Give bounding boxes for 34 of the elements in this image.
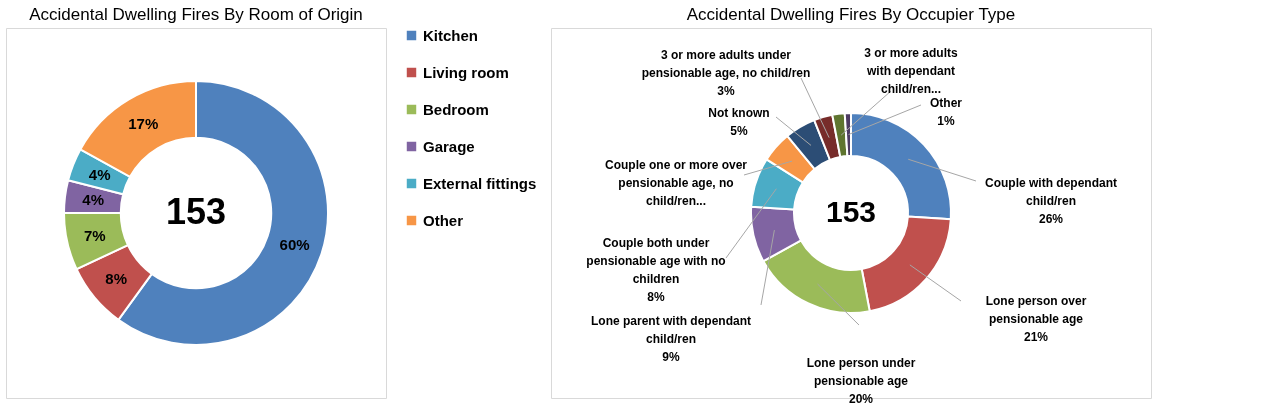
data-label: 20% xyxy=(848,392,874,406)
data-label: 5% xyxy=(730,124,748,138)
legend-label: Other xyxy=(423,211,464,229)
slice-label: Lone person over pensionable age xyxy=(985,294,1087,326)
text: 153 xyxy=(825,195,877,228)
slice-label: Not known xyxy=(708,106,770,120)
slice-label: Couple one or more over pensionable age, no child/ren... xyxy=(604,158,748,208)
data-label: 1% xyxy=(937,114,955,128)
chart-title: Accidental Dwelling Fires By Room of Origin xyxy=(29,5,363,24)
slice-label: Couple both under pensionable age with no children xyxy=(586,236,726,286)
data-label: 4% xyxy=(82,191,105,209)
slice-label: Lone parent with dependant child/ren xyxy=(590,314,752,346)
data-label: 3% xyxy=(717,84,735,98)
data-label: 9% xyxy=(662,350,680,364)
legend-label: Bedroom xyxy=(423,100,489,118)
data-label: 17% xyxy=(128,114,159,132)
slice-label: Other xyxy=(929,96,963,110)
data-label: 21% xyxy=(1023,330,1049,344)
legend-label: Living room xyxy=(423,63,509,81)
legend-label: External fittings xyxy=(423,174,537,192)
slice-label: 3 or more adults under pensionable age, no child/ren xyxy=(641,48,811,80)
data-label: 60% xyxy=(279,236,310,254)
chart-title: Accidental Dwelling Fires By Occupier Type xyxy=(686,5,1016,24)
data-label: 4% xyxy=(88,165,111,183)
data-label: 7% xyxy=(84,226,106,244)
text: 153 xyxy=(165,191,227,232)
legend-label: Garage xyxy=(423,137,475,155)
legend-label: Kitchen xyxy=(423,26,479,44)
data-label: 8% xyxy=(105,270,127,288)
data-label: 8% xyxy=(647,290,665,304)
data-label: 26% xyxy=(1038,212,1064,226)
slice-label: Couple with dependant child/ren xyxy=(985,176,1117,208)
slice-label: Lone person under pensionable age xyxy=(806,356,916,388)
slice-label: 3 or more adults with dependant child/ren... xyxy=(864,46,958,96)
